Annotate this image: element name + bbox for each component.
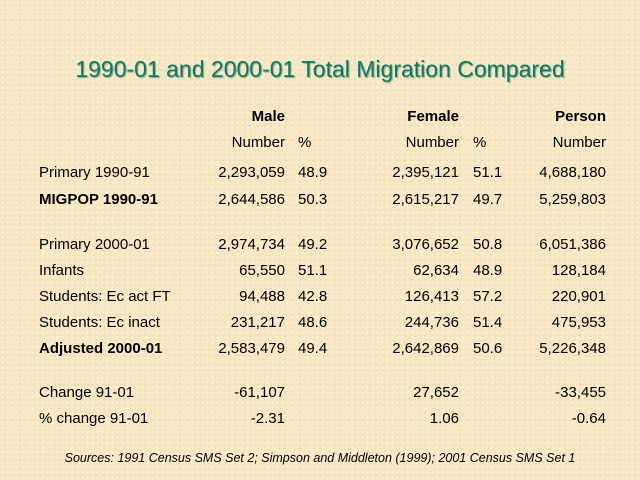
male-percent: 50.3 bbox=[298, 191, 328, 208]
female-percent: 50.6 bbox=[473, 340, 503, 357]
row-label: Students: Ec act FT bbox=[39, 288, 171, 305]
female-number: 2,642,869 bbox=[392, 340, 459, 357]
male-number: 2,583,479 bbox=[218, 340, 285, 357]
female-percent: 51.1 bbox=[473, 164, 503, 181]
female-number: 244,736 bbox=[404, 314, 459, 331]
person-number: 5,259,803 bbox=[539, 191, 606, 208]
male-percent: 48.9 bbox=[298, 164, 328, 181]
row-label: Adjusted 2000-01 bbox=[39, 340, 163, 357]
header-person: Person bbox=[555, 108, 606, 125]
male-number: 2,293,059 bbox=[218, 164, 285, 181]
person-number: 5,226,348 bbox=[539, 340, 606, 357]
row-label: Students: Ec inact bbox=[39, 314, 160, 331]
male-percent: 51.1 bbox=[298, 262, 328, 279]
female-percent: 50.8 bbox=[473, 236, 503, 253]
row-label: Infants bbox=[39, 262, 85, 279]
source-note: Sources: 1991 Census SMS Set 2; Simpson … bbox=[64, 451, 576, 465]
slide-title: 1990-01 and 2000-01 Total Migration Comp… bbox=[75, 56, 565, 82]
header-female-percent: % bbox=[473, 134, 487, 151]
header-female-number: Number bbox=[405, 134, 459, 151]
row-label: Primary 1990-91 bbox=[39, 164, 150, 181]
male-number: -61,107 bbox=[234, 384, 285, 401]
person-number: -0.64 bbox=[571, 410, 606, 427]
row-label: Change 91-01 bbox=[39, 384, 135, 401]
female-percent: 57.2 bbox=[473, 288, 503, 305]
header-male-percent: % bbox=[298, 134, 312, 151]
male-percent: 48.6 bbox=[298, 314, 328, 331]
female-number: 2,615,217 bbox=[392, 191, 459, 208]
male-number: 2,974,734 bbox=[218, 236, 285, 253]
female-number: 126,413 bbox=[404, 288, 459, 305]
male-number: 2,644,586 bbox=[218, 191, 285, 208]
person-number: 4,688,180 bbox=[539, 164, 606, 181]
header-female: Female bbox=[407, 108, 459, 125]
row-label: % change 91-01 bbox=[39, 410, 149, 427]
male-percent: 42.8 bbox=[298, 288, 328, 305]
male-percent: 49.4 bbox=[298, 340, 328, 357]
male-number: 231,217 bbox=[230, 314, 285, 331]
female-number: 27,652 bbox=[413, 384, 459, 401]
female-number: 1.06 bbox=[429, 410, 459, 427]
female-percent: 49.7 bbox=[473, 191, 503, 208]
person-number: -33,455 bbox=[555, 384, 606, 401]
male-number: 94,488 bbox=[239, 288, 285, 305]
header-male-number: Number bbox=[231, 134, 285, 151]
male-number: 65,550 bbox=[239, 262, 285, 279]
female-percent: 48.9 bbox=[473, 262, 503, 279]
person-number: 128,184 bbox=[551, 262, 606, 279]
male-number: -2.31 bbox=[250, 410, 285, 427]
row-label: Primary 2000-01 bbox=[39, 236, 150, 253]
female-number: 3,076,652 bbox=[392, 236, 459, 253]
person-number: 6,051,386 bbox=[539, 236, 606, 253]
person-number: 220,901 bbox=[551, 288, 606, 305]
header-person-number: Number bbox=[552, 134, 606, 151]
row-label: MIGPOP 1990-91 bbox=[39, 191, 158, 208]
header-male: Male bbox=[251, 108, 285, 125]
female-number: 62,634 bbox=[413, 262, 459, 279]
person-number: 475,953 bbox=[551, 314, 606, 331]
male-percent: 49.2 bbox=[298, 236, 328, 253]
female-percent: 51.4 bbox=[473, 314, 503, 331]
female-number: 2,395,121 bbox=[392, 164, 459, 181]
